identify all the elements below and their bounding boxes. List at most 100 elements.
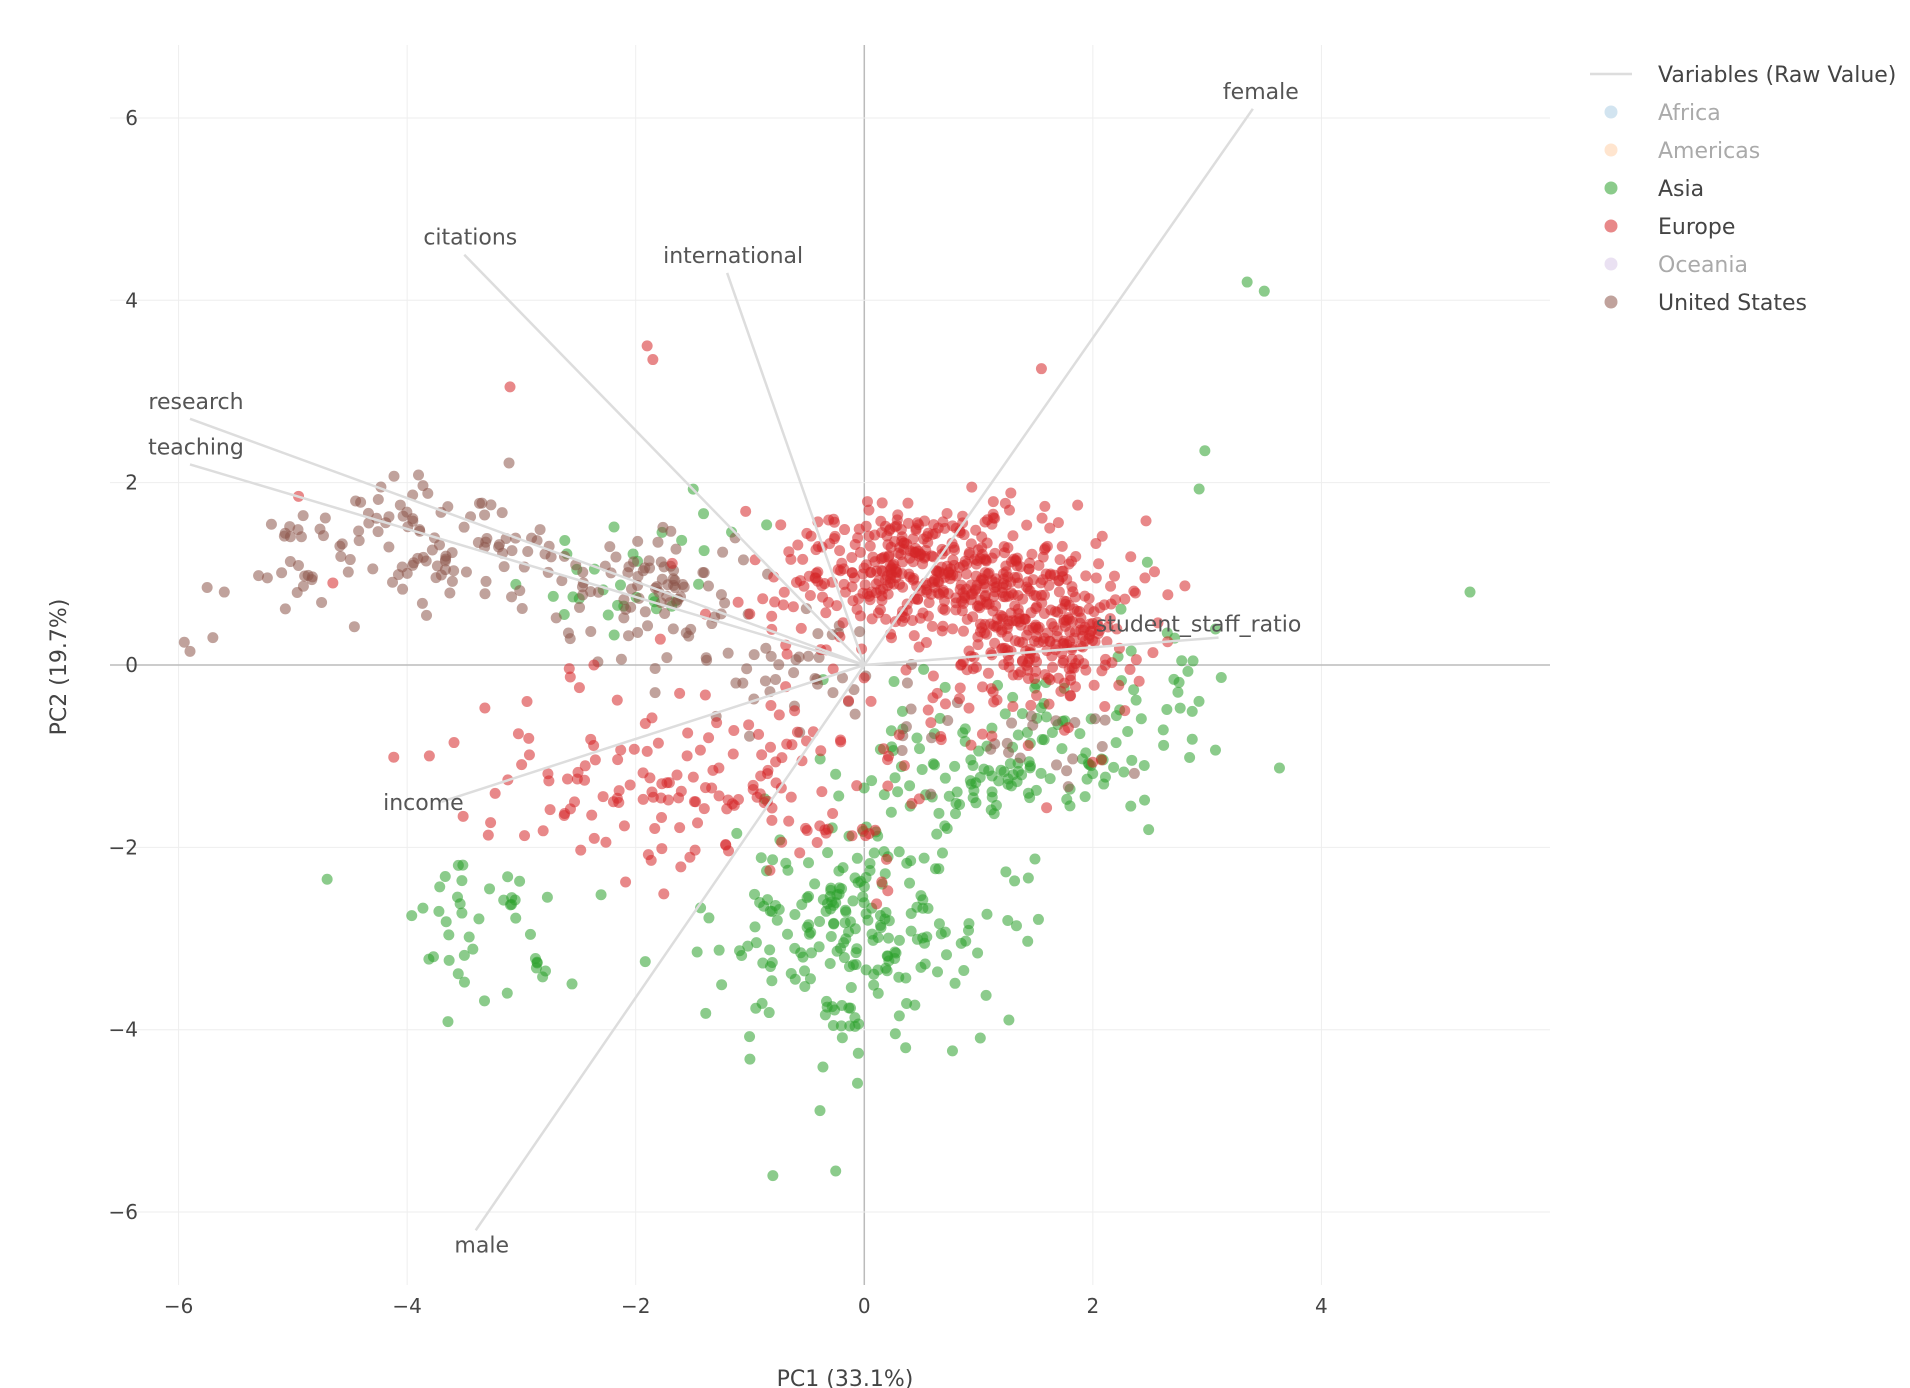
data-point (1022, 935, 1034, 947)
data-point (448, 565, 460, 577)
legend-item-africa[interactable]: Africa (1658, 101, 1721, 126)
data-point (407, 559, 419, 571)
data-point (700, 652, 712, 664)
data-point (503, 457, 515, 469)
data-point (986, 730, 998, 742)
data-point (344, 554, 356, 566)
data-point (1110, 737, 1122, 749)
data-point (744, 608, 756, 620)
data-point (446, 575, 458, 587)
legend-item-oceania[interactable]: Oceania (1658, 253, 1748, 278)
data-point (1007, 530, 1019, 542)
data-point (639, 956, 651, 968)
data-point (1047, 661, 1059, 673)
data-point (514, 585, 526, 597)
data-point (1119, 593, 1131, 605)
data-point (702, 580, 714, 592)
vector-label: research (148, 390, 243, 415)
legend-item-europe[interactable]: Europe (1658, 215, 1735, 240)
data-point (1039, 500, 1051, 512)
data-point (479, 702, 491, 714)
data-point (1000, 866, 1012, 878)
data-point (1080, 570, 1092, 582)
data-point (348, 621, 360, 633)
data-point (770, 674, 782, 686)
x-axis-title: PC1 (33.1%) (777, 1367, 914, 1388)
data-point (816, 786, 828, 798)
data-point (883, 750, 895, 762)
data-point (861, 496, 873, 508)
data-point (769, 899, 781, 911)
legend-item-united-states[interactable]: United States (1658, 291, 1807, 316)
data-point (997, 591, 1009, 603)
legend-item-americas[interactable]: Americas (1658, 139, 1760, 164)
data-point (1464, 586, 1476, 598)
data-point (973, 745, 985, 757)
data-point (1174, 702, 1186, 714)
data-point (947, 554, 959, 566)
data-point (1009, 875, 1021, 887)
data-point (713, 944, 725, 956)
data-point (1130, 654, 1142, 666)
data-point (618, 612, 630, 624)
data-point (753, 728, 765, 740)
data-point (416, 597, 428, 609)
data-point (970, 558, 982, 570)
x-tick-label: −2 (621, 1294, 650, 1318)
data-point (1090, 537, 1102, 549)
data-point (843, 695, 855, 707)
data-point (314, 523, 326, 535)
data-point (908, 572, 920, 584)
data-point (604, 541, 616, 553)
legend-item-asia[interactable]: Asia (1658, 177, 1704, 202)
data-point (1092, 628, 1104, 640)
data-point (1024, 585, 1036, 597)
data-point (577, 589, 589, 601)
data-point (1083, 593, 1095, 605)
data-point (981, 908, 993, 920)
data-point (485, 817, 497, 829)
data-point (783, 815, 795, 827)
y-tick-label: 2 (125, 471, 138, 495)
data-point (657, 521, 669, 533)
legend[interactable]: Variables (Raw Value) Africa Americas Asia E… (1590, 63, 1896, 316)
data-point (523, 749, 535, 761)
data-point (420, 555, 432, 567)
data-point (860, 908, 872, 920)
legend-marker (1604, 295, 1618, 309)
data-point (905, 908, 917, 920)
data-point (1069, 681, 1081, 693)
data-point (407, 515, 419, 527)
data-point (848, 572, 860, 584)
data-point (656, 812, 668, 824)
data-point (585, 733, 597, 745)
data-point (1128, 684, 1140, 696)
data-point (847, 895, 859, 907)
data-point (893, 729, 905, 741)
data-point (1070, 550, 1082, 562)
data-point (1139, 572, 1151, 584)
data-point (927, 670, 939, 682)
data-point (876, 876, 888, 888)
data-point (828, 917, 840, 929)
data-point (792, 539, 804, 551)
data-point (1057, 565, 1069, 577)
data-point (972, 639, 984, 651)
legend-item-variables[interactable]: Variables (Raw Value) (1658, 63, 1896, 88)
data-point (1067, 586, 1079, 598)
data-point (976, 548, 988, 560)
data-point (681, 750, 693, 762)
data-point (953, 693, 965, 705)
data-point (440, 553, 452, 565)
data-point (342, 566, 354, 578)
data-point (623, 630, 635, 642)
data-point (756, 749, 768, 761)
data-point (939, 820, 951, 832)
data-point (959, 723, 971, 735)
data-point (950, 808, 962, 820)
data-point (1027, 719, 1039, 731)
data-point (1022, 656, 1034, 668)
data-point (674, 822, 686, 834)
data-point (922, 610, 934, 622)
data-point (998, 573, 1010, 585)
